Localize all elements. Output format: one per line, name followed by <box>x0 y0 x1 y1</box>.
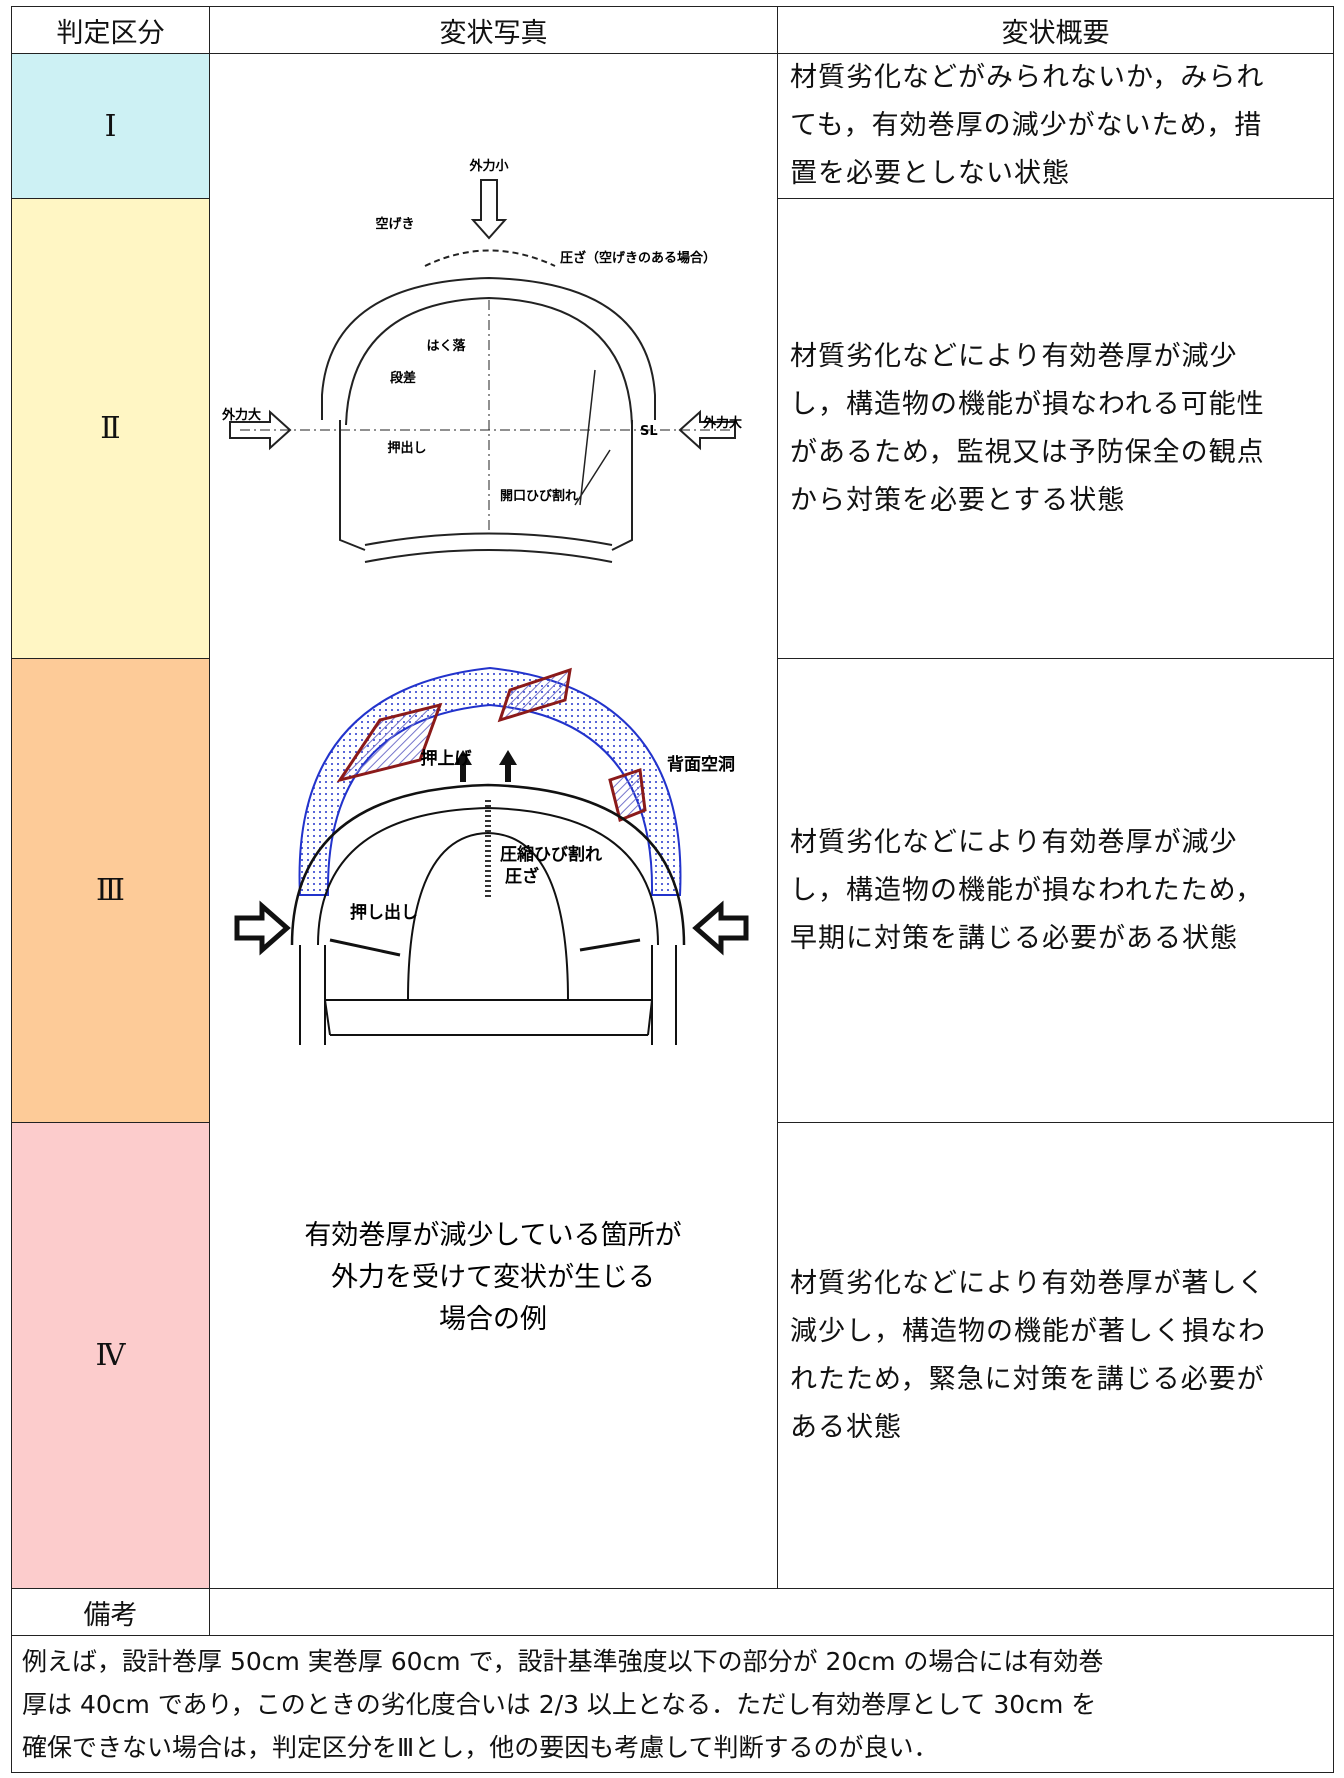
diagram-label: 押出し <box>387 440 426 456</box>
diagram-label: 空げき <box>375 216 414 232</box>
remarks-line: 例えば，設計巻厚 50cm 実巻厚 60cm で，設計基準強度以下の部分が 20… <box>22 1647 1104 1676</box>
diagram-label: 段差 <box>390 370 416 386</box>
diagram-label: 外力小 <box>468 158 508 174</box>
summary-line: 材質劣化などにより有効巻厚が著しく <box>790 1267 1266 1299</box>
diagram-label: 開口ひび割れ <box>500 488 578 504</box>
summary-line: 材質劣化などがみられないか，みられ <box>790 62 1265 93</box>
remarks-line: 確保できない場合は，判定区分をⅢとし，他の要因も考慮して判断するのが良い． <box>22 1733 939 1762</box>
summary-line: 減少し，構造物の機能が著しく損なわ <box>790 1315 1266 1347</box>
summary-line: 置を必要としない状態 <box>790 158 1070 189</box>
remarks-text: 例えば，設計巻厚 50cm 実巻厚 60cm で，設計基準強度以下の部分が 20… <box>11 1635 1334 1773</box>
summary-line: があるため，監視又は予防保全の観点 <box>790 436 1265 468</box>
figure-caption: 場合の例 <box>439 1304 547 1335</box>
figure-caption: 有効巻厚が減少している箇所が <box>304 1220 681 1251</box>
diagram-label: 圧縮ひび割れ <box>500 844 602 865</box>
summary-line: 早期に対策を講じる必要がある状態 <box>790 922 1238 954</box>
summary-line: から対策を必要とする状態 <box>790 484 1126 516</box>
summary-line: 材質劣化などにより有効巻厚が減少 <box>790 826 1238 858</box>
diagram-2 <box>234 666 749 1045</box>
grade-cell: Ⅲ <box>11 658 210 1123</box>
summary-line: ても，有効巻厚の減少がないため，措 <box>790 110 1263 141</box>
diagram-label: 押し出し <box>350 902 418 923</box>
grade-cell: Ⅱ <box>11 198 210 659</box>
summary-line: し，構造物の機能が損なわれる可能性 <box>790 388 1265 420</box>
summary-line: れたため，緊急に対策を講じる必要が <box>790 1363 1265 1395</box>
grade-cell: Ⅳ <box>11 1122 210 1589</box>
summary-cell: 材質劣化などにより有効巻厚が減少 し，構造物の機能が損なわれる可能性 があるため，監… <box>777 198 1334 659</box>
grade-cell: Ⅰ <box>11 53 210 199</box>
summary-cell: 材質劣化などがみられないか，みられ ても，有効巻厚の減少がないため，措 置を必要とし… <box>777 53 1334 199</box>
figure-caption: 外力を受けて変状が生じる <box>331 1262 655 1293</box>
summary-line: し，構造物の機能が損なわれたため， <box>790 874 1264 906</box>
diagram-label: 背面空洞 <box>667 754 735 775</box>
diagram-label: 押上げ <box>421 748 473 769</box>
summary-line: ある状態 <box>790 1411 902 1443</box>
diagram-1 <box>229 179 736 563</box>
diagram-label: 圧ざ（空げきのある場合） <box>560 250 716 266</box>
diagram-label: はく落 <box>426 338 466 354</box>
diagram-label: 圧ざ <box>505 866 539 887</box>
diagram-label: 外力大 <box>221 407 261 423</box>
diagram-label: SL <box>640 424 658 439</box>
summary-line: 材質劣化などにより有効巻厚が減少 <box>790 340 1238 372</box>
diagram-label: 外力大 <box>702 415 742 431</box>
remarks-line: 厚は 40cm であり，このときの劣化度合いは 2/3 以上となる．ただし有効巻… <box>22 1690 1097 1719</box>
